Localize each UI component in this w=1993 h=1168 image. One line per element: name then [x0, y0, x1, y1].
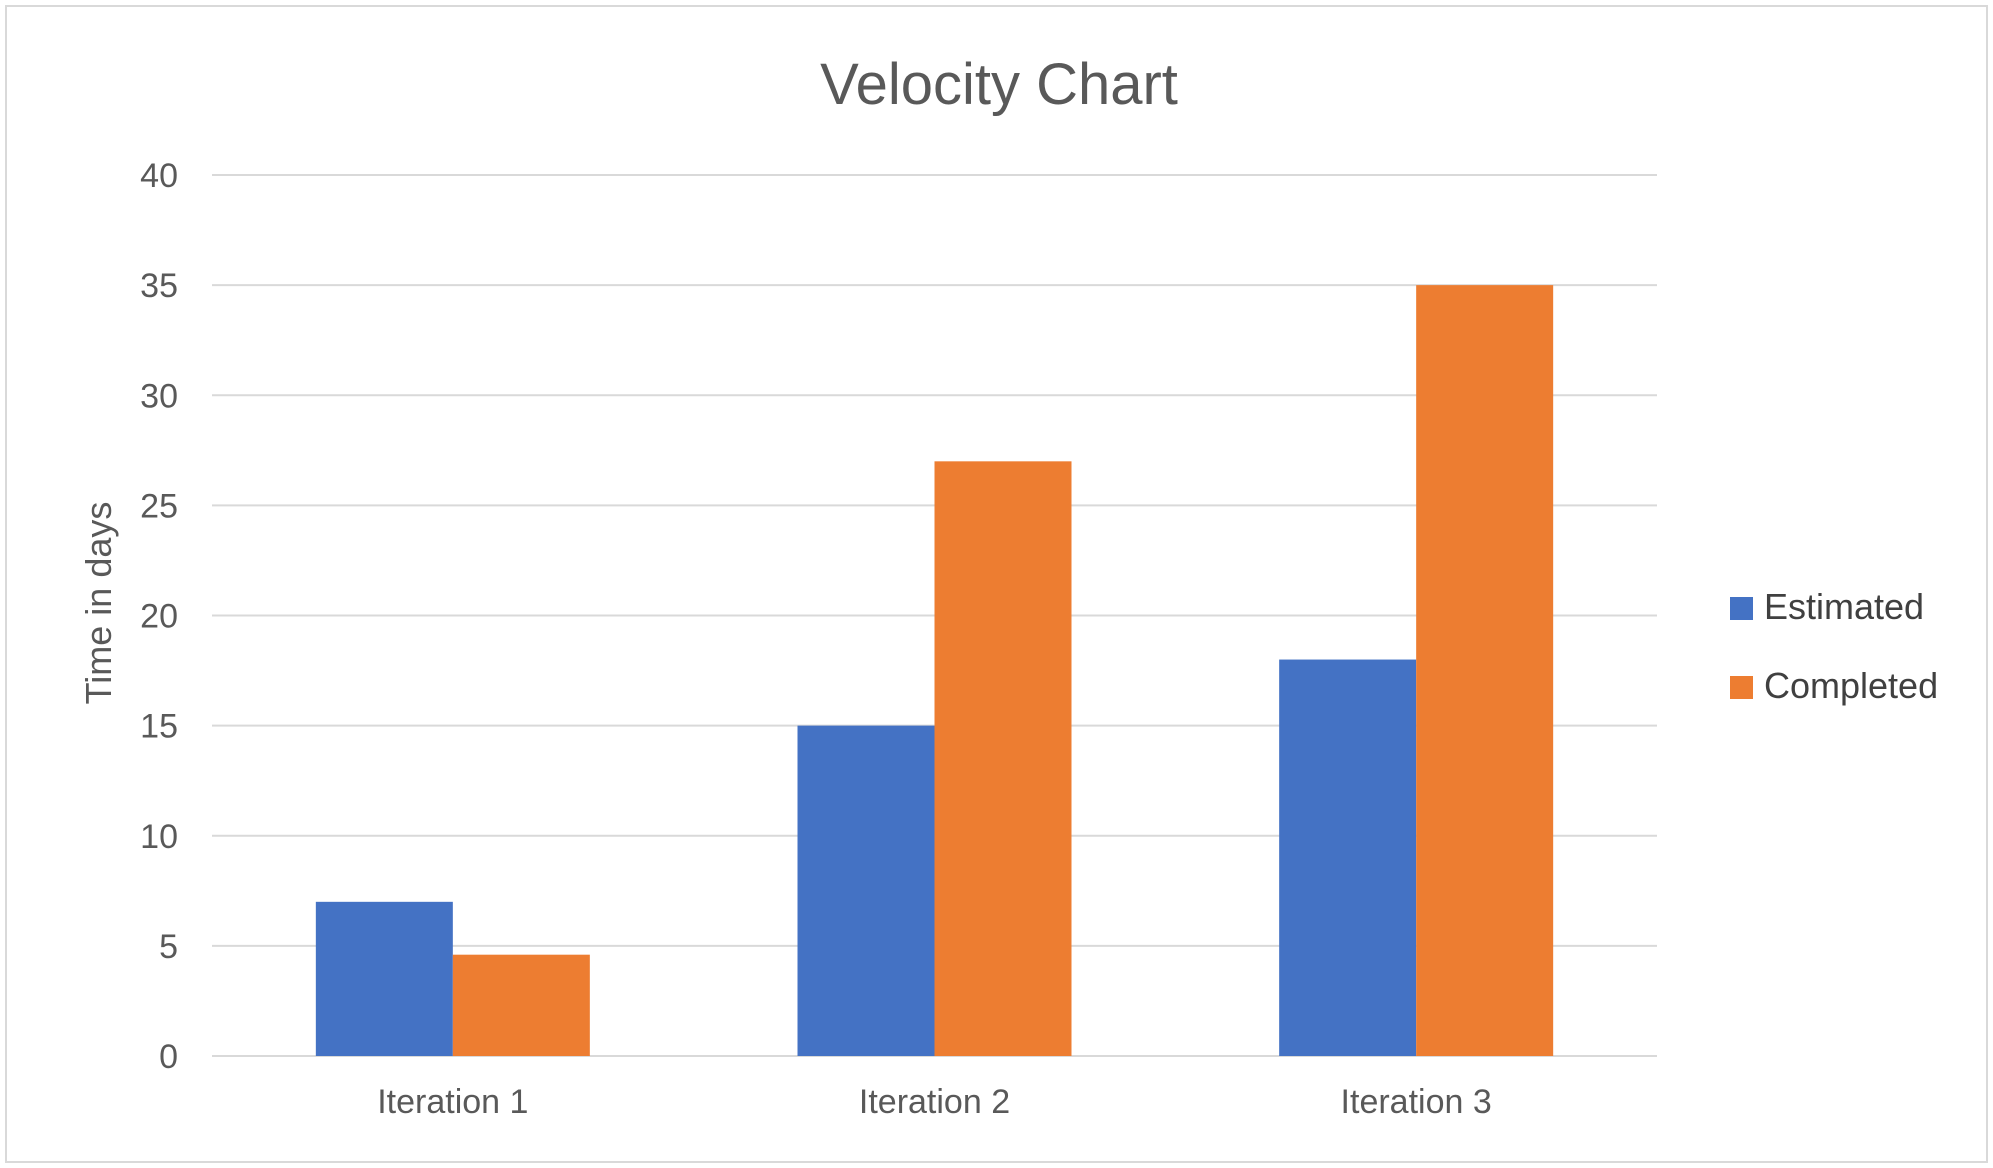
x-tick-label: Iteration 3	[1341, 1083, 1492, 1121]
bar-estimated-3	[1279, 659, 1417, 1056]
y-tick-label: 40	[140, 157, 178, 195]
y-tick-label: 0	[159, 1038, 178, 1076]
y-tick-label: 35	[140, 267, 178, 305]
y-axis-title: Time in days	[78, 502, 119, 705]
y-axis-ticks: 0 5 10 15 20 25 30 35 40	[140, 157, 178, 1076]
x-tick-label: Iteration 2	[859, 1083, 1010, 1121]
legend-swatch-estimated	[1730, 597, 1753, 620]
legend-label-completed: Completed	[1764, 665, 1938, 706]
velocity-chart: Velocity Chart 0 5 10 15 20 25 30 35 40 Iteratio…	[78, 52, 1938, 1121]
bar-completed-3	[1416, 285, 1554, 1056]
bar-estimated-1	[315, 901, 453, 1056]
bars	[315, 285, 1554, 1056]
bar-completed-2	[934, 461, 1072, 1056]
legend-label-estimated: Estimated	[1764, 586, 1924, 627]
y-tick-label: 20	[140, 598, 178, 636]
bar-estimated-2	[797, 725, 935, 1056]
y-tick-label: 30	[140, 377, 178, 415]
x-tick-label: Iteration 1	[377, 1083, 528, 1121]
chart-title: Velocity Chart	[820, 52, 1178, 117]
bar-completed-1	[452, 954, 590, 1056]
legend-swatch-completed	[1730, 676, 1753, 699]
y-tick-label: 10	[140, 818, 178, 856]
x-axis-ticks: Iteration 1 Iteration 2 Iteration 3	[377, 1083, 1492, 1121]
legend: Estimated Completed	[1730, 586, 1938, 706]
y-tick-label: 5	[159, 928, 178, 966]
y-tick-label: 25	[140, 487, 178, 525]
chart-frame: Velocity Chart 0 5 10 15 20 25 30 35 40 Iteratio…	[5, 5, 1988, 1163]
y-tick-label: 15	[140, 708, 178, 746]
